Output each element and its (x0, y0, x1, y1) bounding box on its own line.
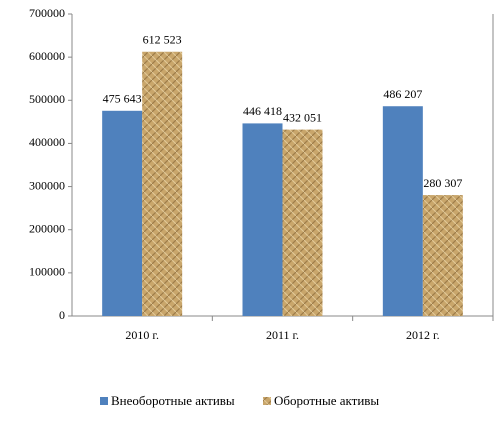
value-label: 486 207 (383, 87, 422, 101)
y-tick-label: 500000 (29, 92, 65, 106)
y-tick-label: 300000 (29, 178, 65, 192)
bar (382, 106, 423, 316)
y-tick-label: 0 (59, 308, 65, 322)
value-label: 432 051 (283, 110, 322, 124)
bar (242, 123, 283, 316)
legend-swatch (100, 397, 108, 405)
bar (422, 195, 463, 316)
legend-label: Внеоборотные активы (111, 393, 235, 408)
bar (142, 51, 183, 316)
value-label: 280 307 (423, 176, 462, 190)
legend-label: Оборотные активы (274, 393, 379, 408)
y-tick-label: 400000 (29, 135, 65, 149)
y-tick-label: 200000 (29, 221, 65, 235)
bar (102, 110, 143, 316)
value-label: 612 523 (143, 32, 182, 46)
x-tick-label: 2010 г. (125, 328, 159, 342)
x-tick-label: 2011 г. (266, 328, 299, 342)
y-tick-label: 700000 (29, 6, 65, 20)
x-tick-label: 2012 г. (406, 328, 440, 342)
legend-swatch (263, 397, 271, 405)
y-tick-label: 100000 (29, 265, 65, 279)
bar (282, 129, 323, 316)
value-label: 475 643 (103, 92, 142, 106)
value-label: 446 418 (243, 104, 282, 118)
y-tick-label: 600000 (29, 49, 65, 63)
